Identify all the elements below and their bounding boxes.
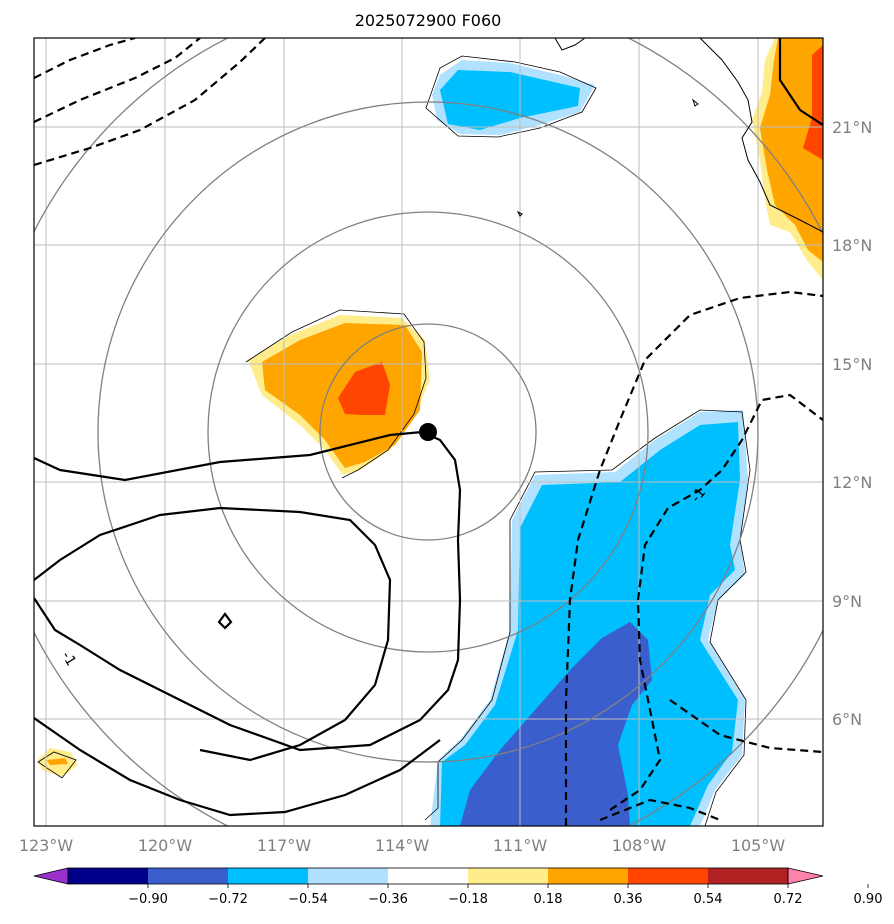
x-tick-label: 123°W: [19, 836, 74, 855]
x-tick-label: 120°W: [138, 836, 193, 855]
colorbar-ticks: −0.90 −0.72 −0.54 −0.36 −0.18 0.18 0.36 0.54 0.7…: [128, 884, 882, 907]
colorbar-tick-label: 0.72: [774, 892, 803, 907]
colorbar-segment: [468, 868, 549, 884]
colorbar-tick-label: 0.54: [694, 892, 723, 907]
colorbar-segment: [68, 868, 149, 884]
colorbar-tick-label: −0.36: [368, 892, 408, 907]
colorbar-segment: [628, 868, 709, 884]
colorbar-segment: [308, 868, 389, 884]
x-tick-label: 111°W: [493, 836, 548, 855]
colorbar-tick-label: −0.54: [288, 892, 328, 907]
colorbar-segment: [388, 868, 469, 884]
colorbar: [33, 867, 824, 885]
colorbar-extend-low: [33, 867, 69, 885]
x-tick-label: 117°W: [257, 836, 312, 855]
colorbar-tick-label: 0.18: [534, 892, 563, 907]
colorbar-frame: [67, 867, 789, 885]
storm-center-marker: [419, 423, 437, 441]
solid-contours: [34, 38, 823, 817]
colorbar-extend-high: [787, 867, 824, 885]
coastlines: [516, 38, 823, 233]
map-frame: [33, 37, 824, 827]
x-tick-label: 108°W: [612, 836, 667, 855]
colorbar-segment: [228, 868, 309, 884]
colorbar-segment: [708, 868, 789, 884]
y-tick-label: 9°N: [832, 592, 862, 611]
x-axis-ticks: 123°W 120°W 117°W 114°W 111°W 108°W 105°…: [19, 836, 786, 855]
y-tick-label: 18°N: [832, 236, 872, 255]
map-panel: -1 -1: [34, 38, 823, 826]
y-tick-label: 6°N: [832, 710, 862, 729]
x-tick-label: 114°W: [375, 836, 430, 855]
contour-label-solid: -1: [58, 649, 79, 669]
shading-outlines: [37, 55, 751, 826]
dashed-contours: [34, 38, 823, 826]
range-rings: [34, 38, 823, 826]
y-axis-ticks: 21°N 18°N 15°N 12°N 9°N 6°N: [832, 118, 872, 729]
map-title: 2025072900 F060: [355, 11, 502, 30]
colorbar-segment: [548, 868, 629, 884]
y-tick-label: 21°N: [832, 118, 872, 137]
y-tick-label: 15°N: [832, 355, 872, 374]
colorbar-segment: [148, 868, 229, 884]
colorbar-tick-label: −0.90: [128, 892, 168, 907]
shaded-field: [38, 38, 823, 826]
colorbar-tick-label: −0.18: [448, 892, 488, 907]
colorbar-tick-label: −0.72: [208, 892, 248, 907]
x-tick-label: 105°W: [731, 836, 786, 855]
colorbar-tick-label: 0.36: [614, 892, 643, 907]
y-tick-label: 12°N: [832, 473, 872, 492]
colorbar-tick-label: 0.90: [854, 892, 883, 907]
